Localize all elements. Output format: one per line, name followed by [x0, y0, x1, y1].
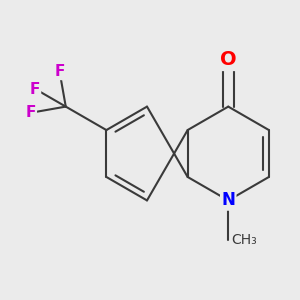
Text: O: O [220, 50, 237, 69]
Text: CH₃: CH₃ [231, 233, 257, 247]
Text: F: F [30, 82, 40, 97]
Text: F: F [26, 105, 36, 120]
Text: N: N [221, 191, 235, 209]
Text: F: F [55, 64, 65, 80]
